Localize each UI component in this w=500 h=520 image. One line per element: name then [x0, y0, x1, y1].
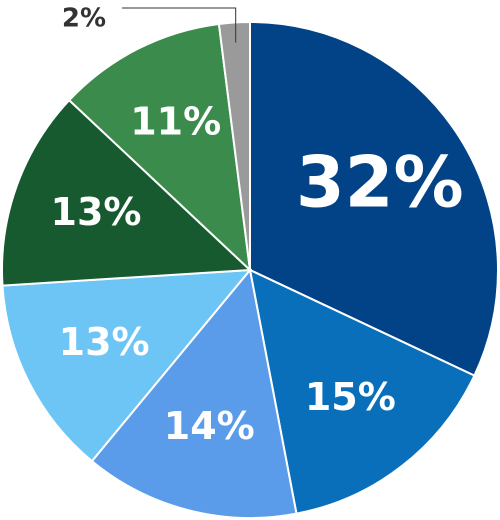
- pie-slice: [248, 268, 476, 515]
- value-label: 13%: [51, 190, 142, 234]
- value-label: 14%: [164, 404, 255, 448]
- value-label: 11%: [130, 100, 221, 144]
- value-label: 13%: [59, 320, 150, 364]
- leader-line: [122, 7, 237, 43]
- pie-slice: [1, 268, 253, 463]
- pie-slice: [67, 22, 252, 273]
- value-label: 15%: [305, 375, 396, 419]
- pie-slice: [1, 98, 253, 287]
- value-label: 32%: [296, 142, 464, 224]
- pie-slice: [217, 20, 251, 271]
- pie-slice: [90, 267, 298, 519]
- pie-slice: [249, 20, 499, 377]
- value-label: 2%: [62, 4, 106, 34]
